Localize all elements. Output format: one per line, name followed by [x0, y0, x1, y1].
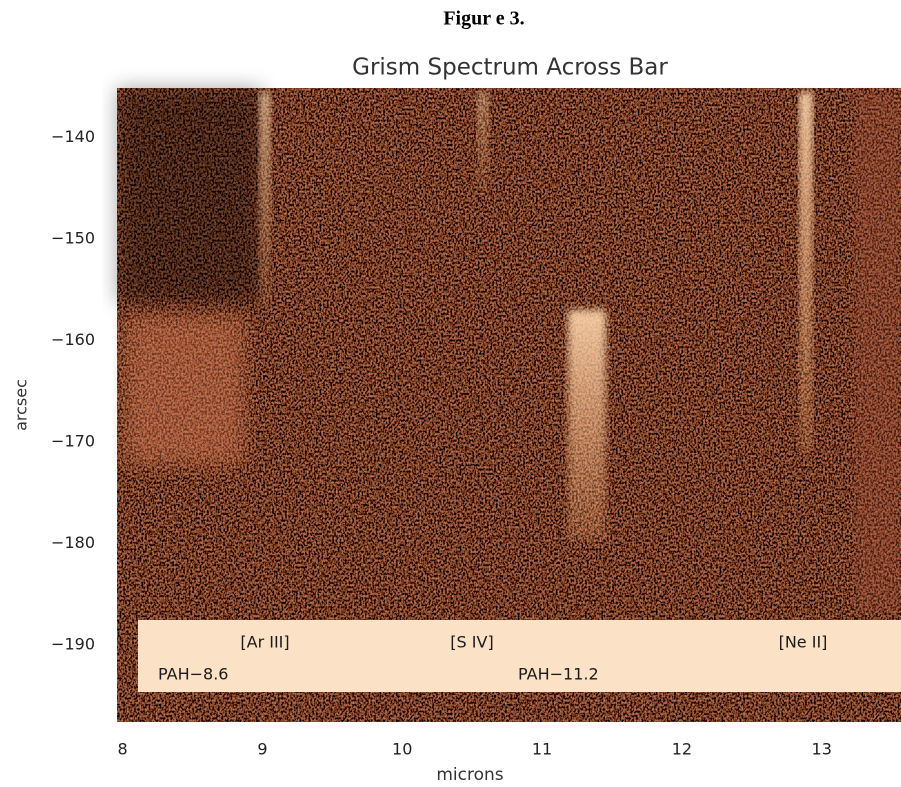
annotation: PAH−11.2 — [518, 665, 599, 684]
annotation: [Ne II] — [779, 633, 828, 652]
x-tick-label: 13 — [812, 740, 832, 759]
x-tick-label: 12 — [672, 740, 692, 759]
annotation: PAH−8.6 — [158, 665, 228, 684]
y-tick-label: −190 — [51, 634, 95, 653]
annotation-box — [138, 620, 901, 692]
x-tick-label: 9 — [257, 740, 267, 759]
y-tick-label: −160 — [51, 330, 95, 349]
x-axis-label: microns — [436, 765, 503, 785]
x-tick-label: 10 — [392, 740, 412, 759]
y-tick-label: −180 — [51, 533, 95, 552]
y-tick-label: −150 — [51, 229, 95, 248]
y-tick-label: −140 — [51, 127, 95, 146]
x-tick-label: 8 — [117, 740, 127, 759]
y-tick-label: −170 — [51, 432, 95, 451]
chart-title: Grism Spectrum Across Bar — [352, 55, 668, 81]
annotation: [Ar III] — [240, 633, 289, 652]
annotation: [S IV] — [450, 633, 493, 652]
x-tick-label: 11 — [532, 740, 552, 759]
spectrum-image — [117, 88, 901, 722]
y-axis-label: arcsec — [12, 379, 31, 431]
figure-label: Figur e 3. — [443, 8, 524, 30]
